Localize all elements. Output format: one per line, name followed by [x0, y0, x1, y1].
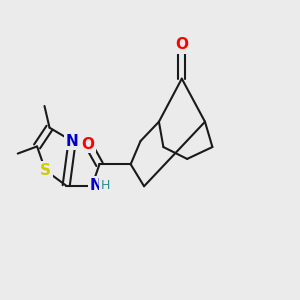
- Text: O: O: [175, 37, 188, 52]
- Text: S: S: [40, 163, 51, 178]
- Text: N: N: [66, 134, 79, 148]
- Text: N: N: [89, 178, 102, 193]
- Text: O: O: [82, 136, 95, 152]
- Text: H: H: [101, 179, 110, 192]
